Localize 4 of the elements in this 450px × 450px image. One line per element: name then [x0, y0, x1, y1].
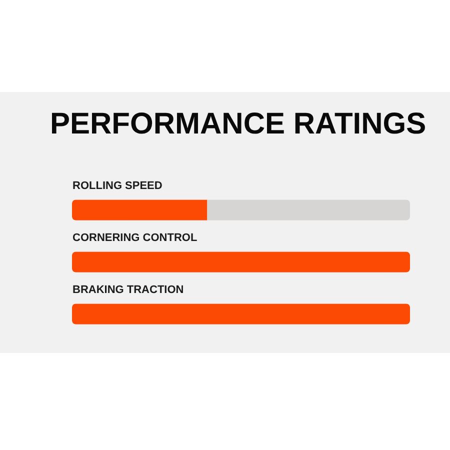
y-tick-label: BRAKING TRACTION: [72, 284, 184, 296]
chart-title: PERFORMANCE RATINGS: [50, 108, 426, 140]
y-tick-label: ROLLING SPEED: [72, 180, 162, 192]
y-tick-label: CORNERING CONTROL: [72, 232, 198, 244]
